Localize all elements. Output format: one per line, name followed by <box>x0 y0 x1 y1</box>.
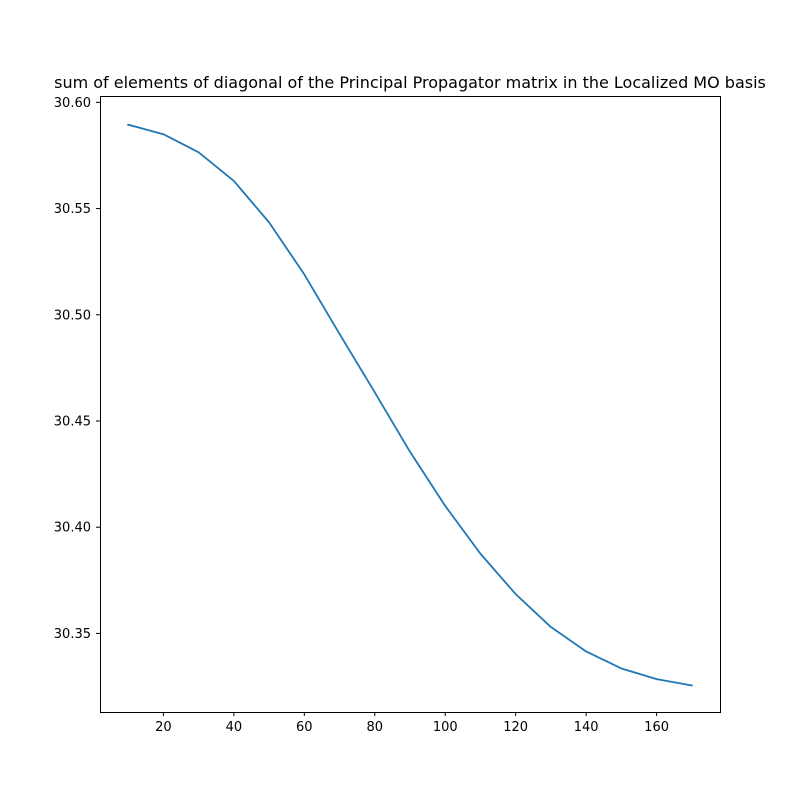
x-tick-label: 120 <box>503 720 528 735</box>
series-line <box>127 123 693 687</box>
x-tick-label: 80 <box>366 720 383 735</box>
series-layer <box>127 123 693 687</box>
x-tick-label: 20 <box>155 720 172 735</box>
x-tick-label: 140 <box>574 720 599 735</box>
x-tick-label: 40 <box>226 720 243 735</box>
y-axis-ticks: 30.35 30.40 30.45 30.50 30.55 30.60 <box>54 96 100 642</box>
x-tick-label: 160 <box>644 720 669 735</box>
y-tick-label: 30.40 <box>54 521 91 536</box>
x-axis-ticks: 20 40 60 80 100 120 140 160 <box>155 712 669 735</box>
y-tick-label: 30.45 <box>54 414 91 429</box>
y-tick-label: 30.60 <box>54 96 91 111</box>
y-tick-label: 30.50 <box>54 308 91 323</box>
chart-title: sum of elements of diagonal of the Princ… <box>54 73 766 92</box>
x-tick-label: 60 <box>296 720 313 735</box>
y-tick-label: 30.55 <box>54 202 91 217</box>
y-tick-label: 30.35 <box>54 627 91 642</box>
plot-area-frame <box>100 96 721 713</box>
x-tick-label: 100 <box>433 720 458 735</box>
